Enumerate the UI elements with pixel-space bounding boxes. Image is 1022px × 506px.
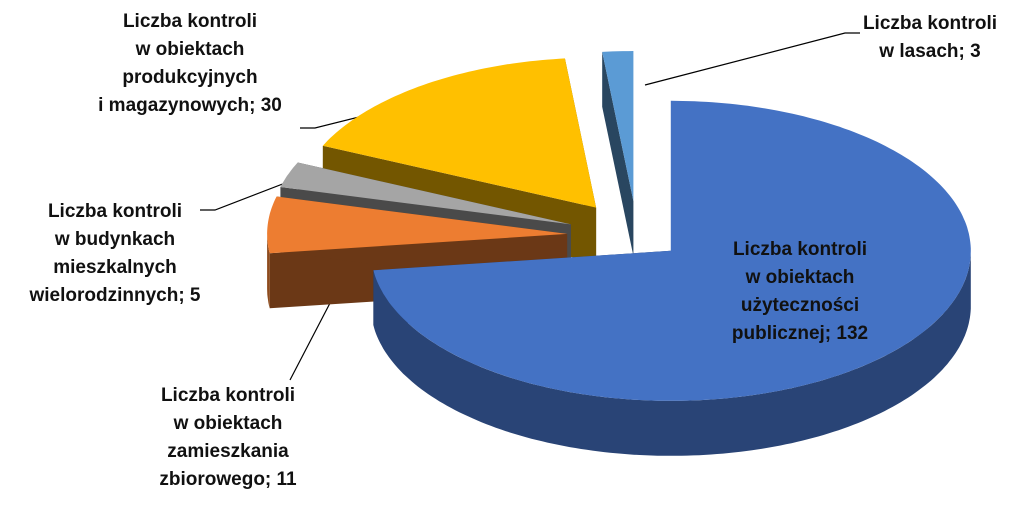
slice-side xyxy=(267,233,270,309)
data-label: produkcyjnych xyxy=(122,67,257,88)
leader-line xyxy=(644,32,860,86)
slice-top xyxy=(322,58,597,208)
data-label: w obiektach xyxy=(745,267,855,288)
data-label: mieszkalnych xyxy=(53,257,177,278)
data-label: wielorodzinnych; 5 xyxy=(28,285,200,306)
slice-top xyxy=(267,196,568,254)
data-label: Liczba kontroli xyxy=(123,11,257,32)
slice-top xyxy=(602,51,634,201)
data-label: Liczba kontroli xyxy=(863,13,997,34)
data-label: w obiektach xyxy=(135,39,245,60)
slice-top xyxy=(280,162,571,225)
data-label: użyteczności xyxy=(741,295,859,316)
data-label: Liczba kontroli xyxy=(733,239,867,260)
data-label: Liczba kontroli xyxy=(48,201,182,222)
data-label: zamieszkania xyxy=(167,441,289,462)
data-label: w lasach; 3 xyxy=(878,41,980,62)
pie-slice xyxy=(373,100,971,456)
data-label: i magazynowych; 30 xyxy=(98,95,282,116)
data-label: w obiektach xyxy=(173,413,283,434)
data-label: zbiorowego; 11 xyxy=(159,469,297,490)
data-label: w budynkach xyxy=(54,229,175,250)
slice-wall xyxy=(602,51,634,257)
slice-top xyxy=(373,100,971,401)
data-label: Liczba kontroli xyxy=(161,385,295,406)
pie-slice xyxy=(602,51,634,257)
data-label: publicznej; 132 xyxy=(732,323,868,344)
slice-side xyxy=(373,250,971,456)
